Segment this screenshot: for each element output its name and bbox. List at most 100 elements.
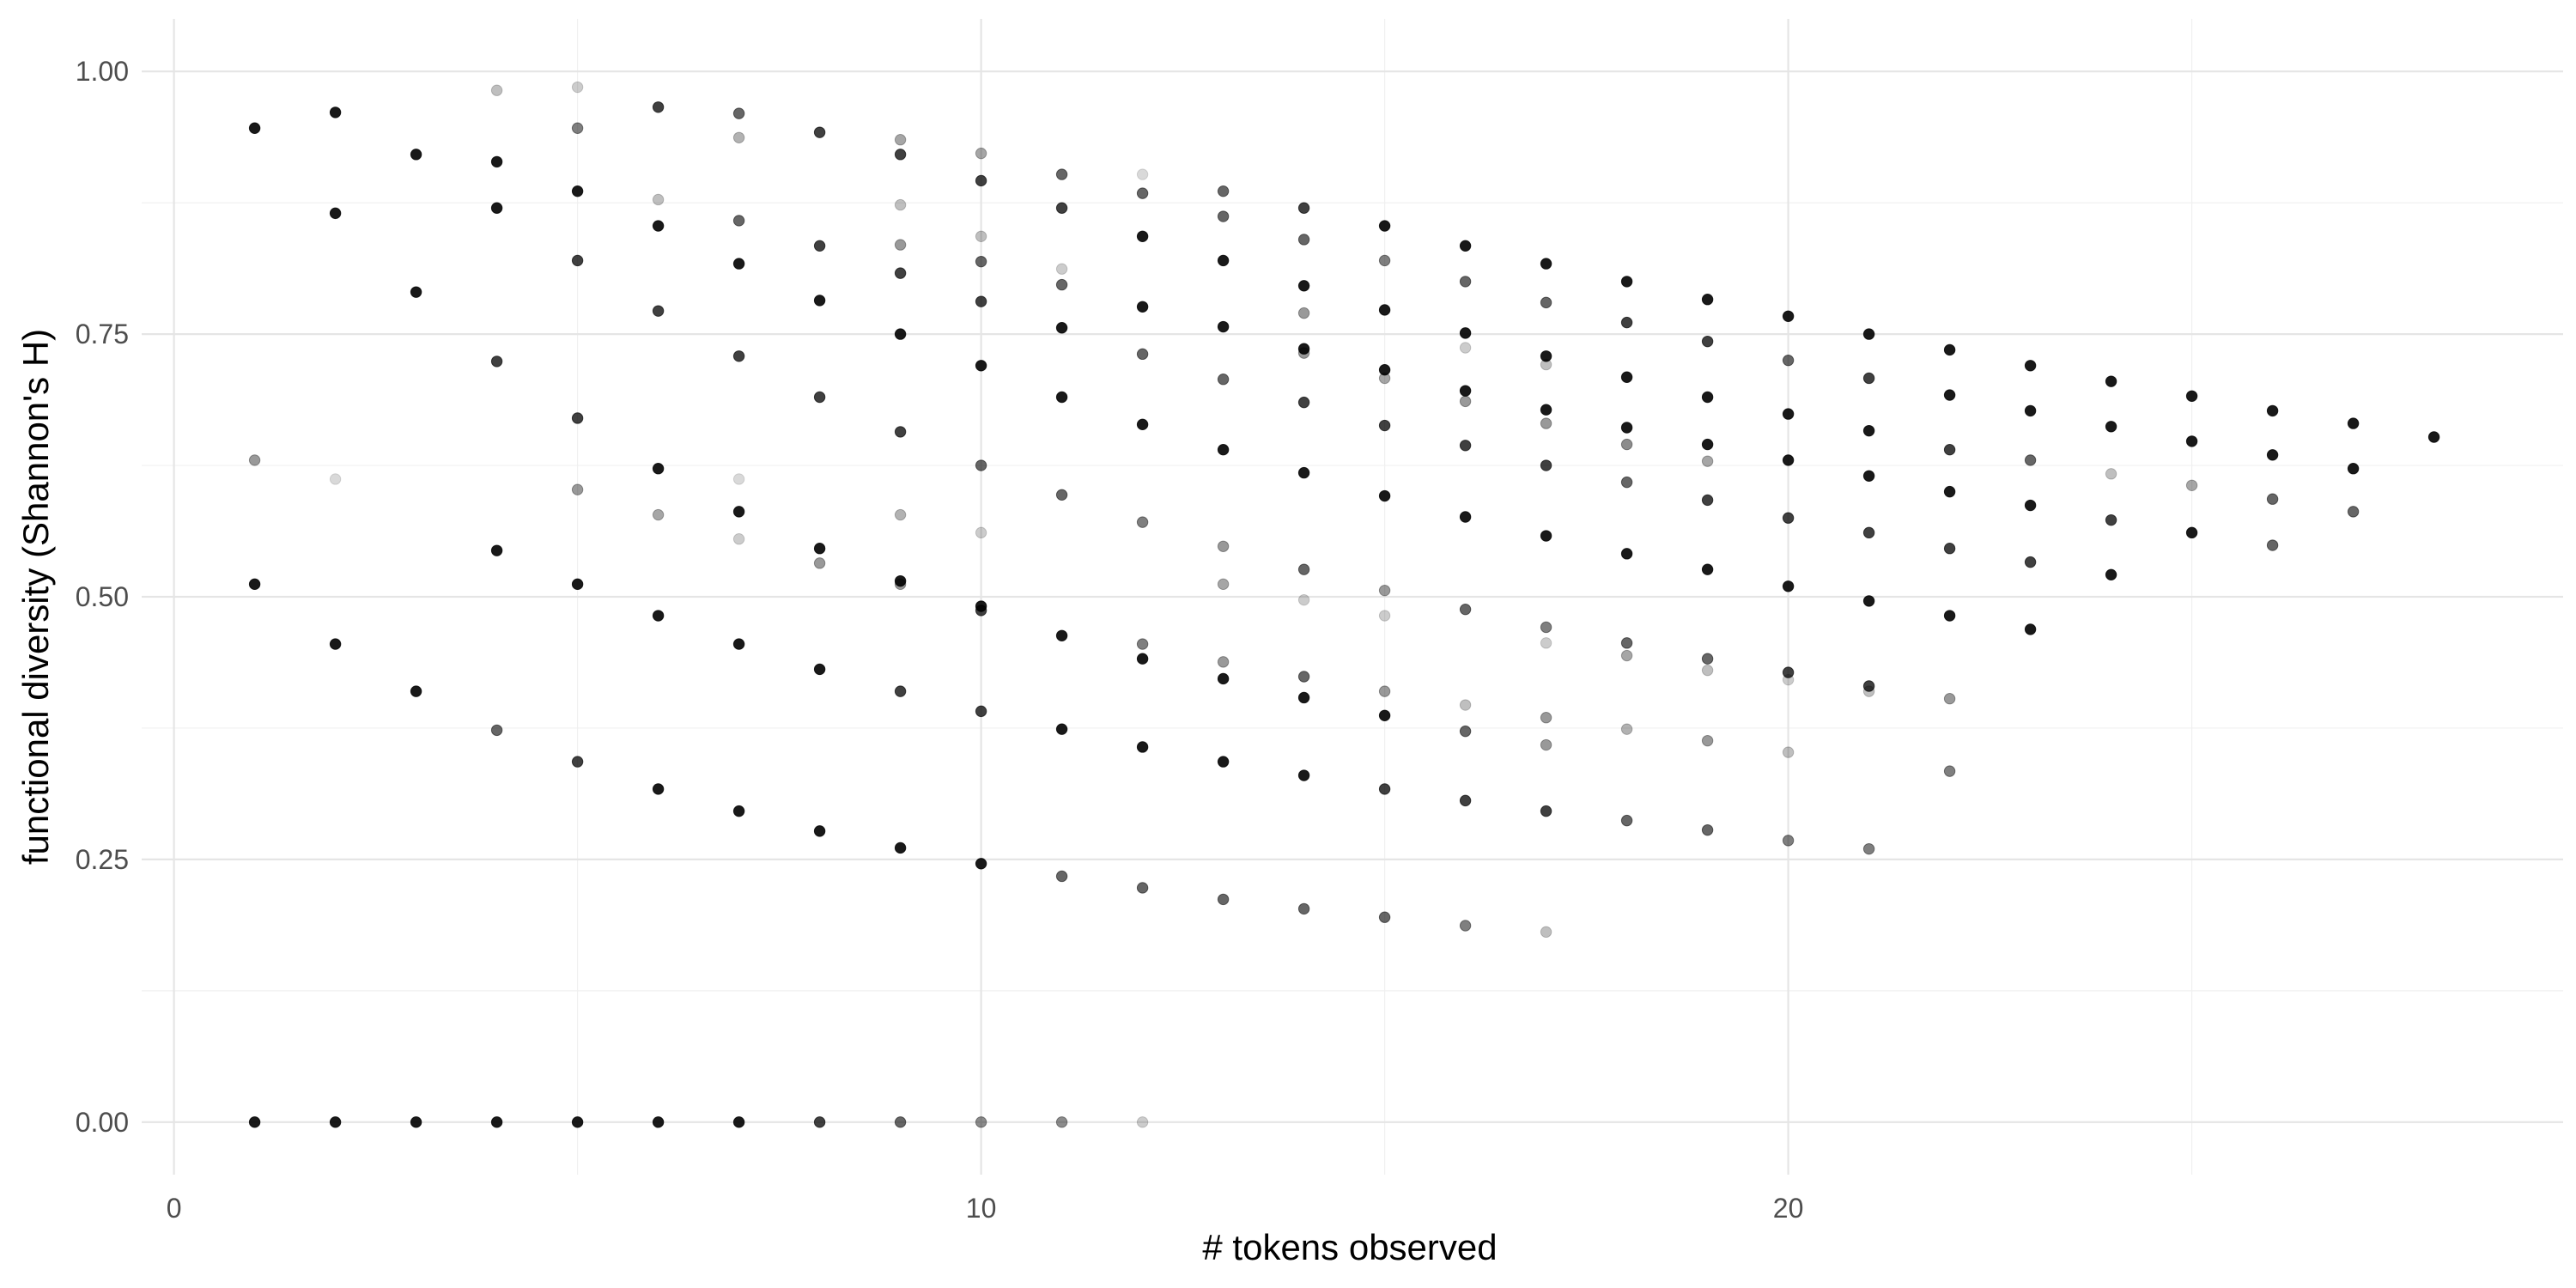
data-point <box>571 122 584 134</box>
data-point <box>1862 470 1875 482</box>
grid <box>142 19 2563 1175</box>
data-point <box>1297 563 1310 575</box>
data-point <box>1217 254 1230 267</box>
data-point <box>1782 746 1795 758</box>
data-point <box>1540 530 1552 542</box>
data-point <box>652 305 665 317</box>
data-point <box>894 239 907 251</box>
data-point <box>894 574 907 587</box>
data-point <box>1701 653 1714 665</box>
data-point <box>1297 593 1310 606</box>
data-point <box>1136 301 1149 313</box>
data-point <box>1540 358 1552 371</box>
data-point <box>1782 835 1795 847</box>
data-point <box>2185 526 2198 539</box>
data-point <box>1540 258 1552 270</box>
data-point <box>652 1116 665 1128</box>
data-point <box>329 638 342 650</box>
data-point <box>732 805 745 817</box>
data-point <box>975 230 987 242</box>
data-point <box>329 106 342 118</box>
data-point <box>248 1116 261 1128</box>
data-point <box>813 391 826 404</box>
data-point <box>1701 734 1714 747</box>
data-point <box>1701 563 1714 575</box>
data-point <box>2185 390 2198 402</box>
data-point <box>1701 455 1714 467</box>
data-point <box>1620 649 1633 662</box>
data-point <box>1136 1116 1149 1128</box>
data-point <box>1217 185 1230 197</box>
data-point <box>1862 328 1875 340</box>
data-point <box>1620 476 1633 489</box>
data-point <box>2024 404 2037 417</box>
data-point <box>2347 506 2360 518</box>
data-point <box>2266 539 2279 551</box>
data-point <box>571 1116 584 1128</box>
x-tick-label: 20 <box>1773 1193 1804 1224</box>
y-tick-label: 0.75 <box>76 319 129 349</box>
data-point <box>813 1116 826 1128</box>
data-point <box>1782 673 1795 686</box>
data-point <box>1701 438 1714 451</box>
data-point <box>1378 304 1391 316</box>
data-point <box>1217 578 1230 591</box>
data-point <box>1782 580 1795 592</box>
data-point <box>975 255 987 268</box>
data-point <box>490 84 503 96</box>
data-point <box>1540 738 1552 751</box>
data-point <box>1620 371 1633 383</box>
data-point <box>490 1116 503 1128</box>
data-point <box>571 185 584 197</box>
data-point <box>329 207 342 220</box>
data-point <box>329 1116 342 1128</box>
data-point <box>1459 240 1472 252</box>
data-point <box>1378 709 1391 721</box>
data-point <box>1943 765 1956 777</box>
data-point <box>652 463 665 475</box>
data-point <box>1378 220 1391 232</box>
data-point <box>1459 920 1472 932</box>
data-point <box>1217 656 1230 668</box>
data-points <box>248 81 2440 1128</box>
data-point <box>571 756 584 768</box>
data-point <box>1540 296 1552 309</box>
data-point <box>1459 440 1472 452</box>
data-point <box>1136 741 1149 753</box>
data-point <box>1297 307 1310 319</box>
data-point <box>1943 485 1956 498</box>
data-point <box>652 101 665 113</box>
data-point <box>1862 424 1875 437</box>
data-point <box>732 638 745 650</box>
data-point <box>1459 603 1472 616</box>
data-point <box>1055 870 1068 883</box>
data-point <box>2185 479 2198 491</box>
data-point <box>1782 512 1795 524</box>
data-point <box>2185 435 2198 447</box>
x-axis-ticks: 0 10 20 <box>167 1193 1804 1224</box>
data-point <box>813 295 826 307</box>
data-point <box>490 724 503 737</box>
data-point <box>894 578 907 591</box>
data-point <box>1459 395 1472 408</box>
data-point <box>1378 783 1391 795</box>
data-point <box>732 473 745 485</box>
data-point <box>1701 294 1714 306</box>
y-tick-label: 0.50 <box>76 581 129 612</box>
data-point <box>652 508 665 521</box>
data-point <box>1943 692 1956 705</box>
data-point <box>894 198 907 211</box>
data-point <box>571 412 584 424</box>
data-point <box>894 685 907 697</box>
data-point <box>1862 685 1875 697</box>
data-point <box>1620 637 1633 649</box>
data-point <box>732 258 745 270</box>
data-point <box>732 1116 745 1128</box>
data-point <box>248 122 261 134</box>
data-point <box>894 1116 907 1128</box>
data-point <box>975 459 987 471</box>
data-point <box>894 149 907 161</box>
x-tick-label: 10 <box>966 1193 997 1224</box>
data-point <box>490 155 503 168</box>
